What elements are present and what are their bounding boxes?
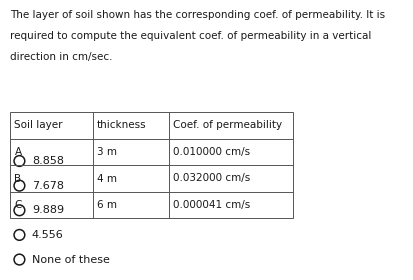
Text: 4.556: 4.556: [32, 230, 64, 240]
Text: 8.858: 8.858: [32, 156, 64, 166]
Text: 0.032000 cm/s: 0.032000 cm/s: [173, 174, 251, 183]
Text: required to compute the equivalent coef. of permeability in a vertical: required to compute the equivalent coef.…: [10, 31, 372, 41]
Text: C: C: [14, 200, 22, 210]
Text: Coef. of permeability: Coef. of permeability: [173, 120, 282, 130]
Text: Soil layer: Soil layer: [14, 120, 63, 130]
Text: 3 m: 3 m: [97, 147, 117, 157]
Text: 7.678: 7.678: [32, 181, 64, 191]
Text: direction in cm/sec.: direction in cm/sec.: [10, 52, 113, 62]
Text: 0.000041 cm/s: 0.000041 cm/s: [173, 200, 251, 210]
Text: A: A: [14, 147, 21, 157]
Text: None of these: None of these: [32, 255, 110, 265]
Text: 9.889: 9.889: [32, 205, 64, 215]
Text: The layer of soil shown has the corresponding coef. of permeability. It is: The layer of soil shown has the correspo…: [10, 10, 385, 20]
Text: thickness: thickness: [97, 120, 147, 130]
Text: 0.010000 cm/s: 0.010000 cm/s: [173, 147, 251, 157]
Text: 4 m: 4 m: [97, 174, 117, 183]
Text: 6 m: 6 m: [97, 200, 117, 210]
Bar: [10, 112, 293, 218]
Text: B: B: [14, 174, 21, 183]
